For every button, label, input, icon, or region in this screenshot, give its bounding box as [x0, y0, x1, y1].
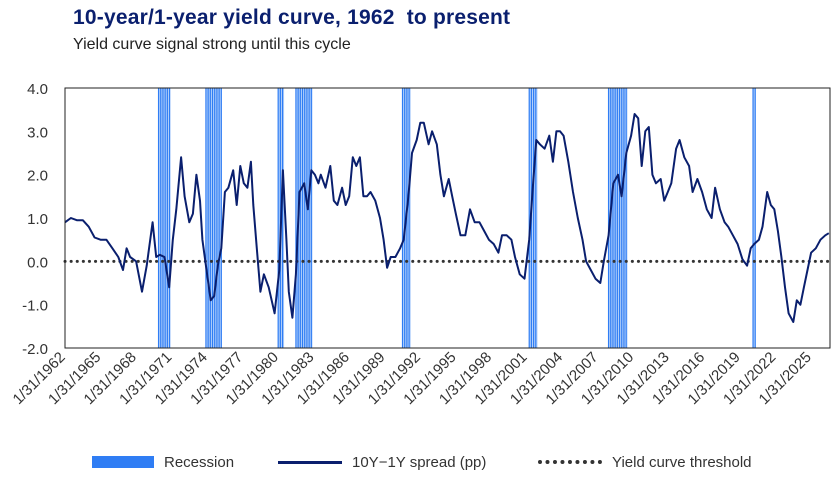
legend-recession-label: Recession [164, 453, 235, 471]
legend-spread-label: 10Y−1Y spread (pp) [352, 453, 487, 471]
y-tick-label: -1.0 [22, 298, 48, 315]
y-axis-ticks: 4.0 3.0 2.0 1.0 0.0 -1.0 -2.0 [22, 81, 48, 358]
legend-spread-swatch [278, 460, 342, 464]
legend-threshold: Yield curve threshold [538, 449, 752, 475]
y-tick-label: 3.0 [27, 124, 48, 141]
chart-subtitle: Yield curve signal strong until this cyc… [73, 36, 351, 53]
recession-band [752, 88, 756, 348]
y-tick-label: 2.0 [27, 168, 48, 185]
spread-series [64, 113, 830, 323]
x-axis-ticks: 1/31/19621/31/19651/31/19681/31/19711/31… [10, 349, 815, 408]
y-tick-label: 0.0 [27, 254, 48, 271]
recession-band [607, 88, 628, 348]
legend-recession: Recession [92, 449, 234, 475]
legend: Recession 10Y−1Y spread (pp) Yield curve… [0, 449, 840, 475]
legend-threshold-swatch [538, 460, 602, 464]
recession-band [157, 88, 171, 348]
legend-threshold-label: Yield curve threshold [612, 453, 752, 471]
y-tick-label: -2.0 [22, 341, 48, 358]
recession-band [205, 88, 222, 348]
legend-spread: 10Y−1Y spread (pp) [278, 449, 486, 475]
y-tick-label: 4.0 [27, 81, 48, 98]
y-tick-label: 1.0 [27, 211, 48, 228]
chart-title: 10-year/1-year yield curve, 1962 to pres… [73, 6, 511, 29]
legend-recession-swatch [92, 456, 154, 468]
spread-line [64, 113, 830, 323]
plot-frame [64, 87, 831, 349]
recession-band [295, 88, 313, 348]
